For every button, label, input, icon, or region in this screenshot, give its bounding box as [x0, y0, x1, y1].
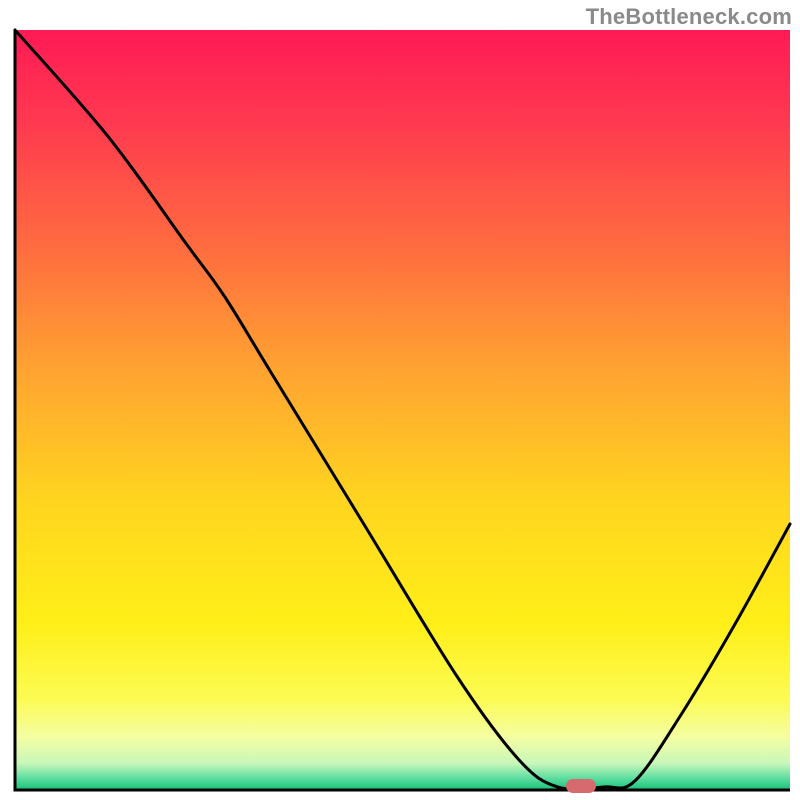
chart-background [15, 30, 790, 790]
watermark-text: TheBottleneck.com [586, 4, 792, 30]
bottleneck-chart: TheBottleneck.com [0, 0, 800, 800]
optimal-marker [566, 779, 596, 793]
